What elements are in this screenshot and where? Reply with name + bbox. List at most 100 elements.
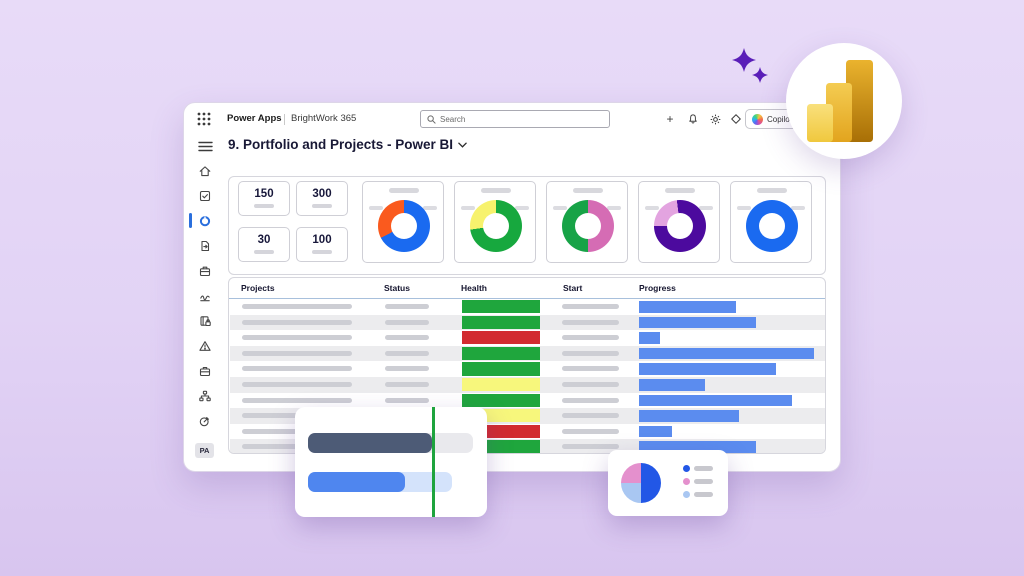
status-placeholder: [385, 397, 429, 403]
sidebar-item-book-lock-icon[interactable]: [193, 311, 217, 331]
progress-bar: [639, 332, 660, 344]
progress-bar: [639, 316, 756, 329]
donut-chart-card-donut-green-yellow[interactable]: [454, 181, 536, 263]
status-placeholder: [385, 304, 429, 309]
power-bi-logo: [786, 43, 902, 159]
pie-overlay-card: [608, 450, 728, 516]
legend-label-placeholder: [694, 466, 713, 471]
project-name-placeholder: [242, 335, 352, 341]
kpi-value: 150: [254, 188, 274, 201]
project-name-placeholder: [242, 319, 352, 325]
user-avatar-pa[interactable]: PA: [195, 443, 214, 458]
health-cell-yellow: [462, 378, 540, 392]
pie-chart: [621, 463, 661, 503]
donut-chart-card-donut-blue-orange[interactable]: [362, 181, 444, 263]
table-row-2[interactable]: [230, 314, 825, 331]
health-cell-green: [462, 300, 540, 314]
kpi-card-3[interactable]: 30: [238, 227, 290, 262]
progress-bar: [639, 301, 736, 313]
legend-placeholder-left: [645, 206, 659, 210]
column-header-projects[interactable]: Projects: [241, 283, 275, 293]
table-row-6[interactable]: [230, 377, 825, 393]
gantt-track-2: [308, 472, 452, 492]
sidebar-item-toolbox-icon[interactable]: [193, 261, 217, 281]
power-bi-bar-short: [807, 104, 833, 142]
table-row-3[interactable]: [230, 330, 825, 346]
progress-bar: [639, 347, 814, 360]
search-icon: [427, 114, 436, 124]
sidebar-item-signature-icon[interactable]: [193, 286, 217, 306]
card-title-placeholder: [573, 188, 603, 193]
donut-hole: [759, 213, 785, 239]
environment-name[interactable]: BrightWork 365: [291, 113, 357, 124]
sidebar-item-briefcase-icon[interactable]: [193, 361, 217, 381]
sidebar-item-file-export-icon[interactable]: [193, 236, 217, 256]
start-date-placeholder: [562, 319, 619, 325]
chevron-down-icon[interactable]: [458, 142, 467, 148]
donut-chart-card-donut-blue[interactable]: [730, 181, 812, 263]
card-title-placeholder: [481, 188, 511, 193]
start-date-placeholder: [562, 350, 619, 356]
legend-placeholder-left: [553, 206, 567, 210]
kpi-label-placeholder: [254, 249, 274, 254]
page-title[interactable]: 9. Portfolio and Projects - Power BI: [228, 137, 467, 152]
project-name-placeholder: [242, 366, 352, 372]
start-date-placeholder: [562, 304, 619, 309]
legend-placeholder-left: [369, 206, 383, 210]
project-name-placeholder: [242, 350, 352, 356]
column-header-progress[interactable]: Progress: [639, 283, 676, 293]
progress-bar: [639, 379, 705, 391]
start-date-placeholder: [562, 397, 619, 403]
progress-bar: [639, 394, 792, 407]
donut-hole: [667, 213, 693, 239]
sparkle-icon-small: [752, 67, 768, 83]
legend-label-placeholder: [694, 479, 713, 484]
progress-bar: [639, 410, 739, 422]
hamburger-menu-icon[interactable]: [193, 138, 217, 154]
start-date-placeholder: [562, 382, 619, 387]
column-header-status[interactable]: Status: [384, 283, 410, 293]
sidebar-item-tasks-icon[interactable]: [193, 186, 217, 206]
table-header-row: Projects Status Health Start Progress: [229, 278, 825, 299]
settings-gear-icon[interactable]: [708, 112, 722, 126]
column-header-health[interactable]: Health: [461, 283, 487, 293]
kpi-card-4[interactable]: 100: [296, 227, 348, 262]
health-cell-green: [462, 393, 540, 407]
kpi-value: 300: [312, 188, 332, 201]
column-header-start[interactable]: Start: [563, 283, 583, 293]
kpi-card-2[interactable]: 300: [296, 181, 348, 216]
health-cell-green: [462, 362, 540, 376]
progress-bar: [639, 441, 756, 453]
waffle-menu-icon[interactable]: [196, 111, 212, 132]
project-name-placeholder: [242, 397, 352, 403]
sidebar-item-org-chart-icon[interactable]: [193, 386, 217, 406]
progress-bar: [639, 425, 672, 438]
sidebar-item-pie-edit-icon[interactable]: [193, 411, 217, 431]
kpi-value: 30: [257, 234, 271, 247]
gantt-bar-dark: [308, 433, 432, 453]
legend-placeholder-left: [737, 206, 751, 210]
donut-chart-card-donut-pink-green[interactable]: [546, 181, 628, 263]
sidebar-item-charts-icon[interactable]: [193, 211, 217, 231]
start-date-placeholder: [562, 366, 619, 372]
status-placeholder: [385, 350, 429, 356]
legend-dot: [683, 465, 690, 472]
table-row-1[interactable]: [230, 299, 825, 315]
gantt-track-1: [308, 433, 473, 453]
start-date-placeholder: [562, 413, 619, 419]
table-row-4[interactable]: [230, 345, 825, 362]
sidebar-item-warning-icon[interactable]: [193, 336, 217, 356]
notifications-bell-icon[interactable]: [686, 112, 700, 126]
app-name[interactable]: Power Apps: [227, 113, 282, 124]
topbar-divider: [284, 114, 285, 125]
add-icon[interactable]: +: [666, 112, 674, 126]
donut-chart-card-donut-purple-pink[interactable]: [638, 181, 720, 263]
table-row-7[interactable]: [230, 393, 825, 409]
table-row-5[interactable]: [230, 361, 825, 377]
search-input[interactable]: Search: [420, 110, 610, 128]
kpi-card-1[interactable]: 150: [238, 181, 290, 216]
donut-hole: [575, 213, 601, 239]
diamond-icon[interactable]: [729, 112, 743, 126]
sidebar-item-home-icon[interactable]: [193, 161, 217, 181]
